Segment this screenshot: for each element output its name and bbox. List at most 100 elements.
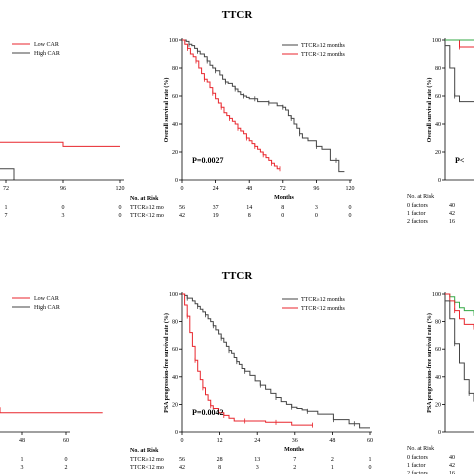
y-tick-label: 60 bbox=[435, 347, 441, 353]
risk-value: 0 bbox=[315, 213, 318, 219]
risk-value: 0 bbox=[62, 205, 65, 211]
x-tick-label: 48 bbox=[246, 186, 252, 192]
risk-value: 42 bbox=[179, 213, 185, 219]
risk-value: 16 bbox=[449, 219, 455, 225]
y-tick-label: 80 bbox=[172, 320, 178, 326]
y-tick-label: 100 bbox=[169, 38, 178, 44]
risk-value: 28 bbox=[217, 457, 223, 463]
risk-row-label: TTCR<12 mo bbox=[130, 465, 164, 471]
y-tick-label: 0 bbox=[175, 178, 178, 184]
y-tick-label: 80 bbox=[172, 66, 178, 72]
risk-value: 37 bbox=[213, 205, 219, 211]
y-tick-label: 40 bbox=[172, 375, 178, 381]
y-tick-label: 0 bbox=[438, 430, 441, 436]
x-tick-label: 24 bbox=[254, 438, 260, 444]
risk-value: 0 bbox=[349, 213, 352, 219]
y-tick-label: 60 bbox=[172, 347, 178, 353]
risk-table-header: No. at Risk bbox=[130, 448, 159, 454]
km-curve-ttcr-under-12 bbox=[182, 39, 280, 170]
risk-value: 19 bbox=[213, 213, 219, 219]
risk-value: 0 bbox=[349, 205, 352, 211]
panel-bottom-left-car: Low CAR High CAR 48 60 1 0 3 2 bbox=[0, 296, 103, 471]
risk-value: 2 bbox=[331, 457, 334, 463]
legend-label: TTCR≥12 months bbox=[301, 297, 345, 303]
y-tick-label: 20 bbox=[172, 402, 178, 408]
km-curve bbox=[445, 293, 474, 328]
legend-label: TTCR<12 months bbox=[301, 306, 346, 312]
y-tick-label: 20 bbox=[435, 150, 441, 156]
y-tick-label: 40 bbox=[435, 375, 441, 381]
x-tick-label: 48 bbox=[19, 438, 25, 444]
x-tick-label: 96 bbox=[313, 186, 319, 192]
x-tick-label: 96 bbox=[60, 186, 66, 192]
risk-value: 8 bbox=[281, 205, 284, 211]
risk-row-label: 1 factor bbox=[407, 462, 426, 469]
x-tick-label: 120 bbox=[346, 186, 355, 192]
legend-label: TTCR≥12 months bbox=[301, 43, 345, 49]
risk-value: 7 bbox=[5, 213, 8, 219]
risk-value: 0 bbox=[65, 457, 68, 463]
x-tick-label: 0 bbox=[181, 186, 184, 192]
y-tick-label: 100 bbox=[432, 38, 441, 44]
legend-label: Low CAR bbox=[34, 42, 59, 48]
risk-value: 3 bbox=[256, 465, 259, 471]
risk-value: 0 bbox=[281, 213, 284, 219]
x-tick-label: 72 bbox=[280, 186, 286, 192]
risk-value: 1 bbox=[331, 465, 334, 471]
p-value: P< bbox=[455, 156, 465, 165]
x-tick-label: 60 bbox=[367, 438, 373, 444]
y-tick-label: 100 bbox=[169, 292, 178, 298]
risk-row-label: TTCR≥12 mo bbox=[130, 205, 164, 211]
risk-value: 13 bbox=[254, 457, 260, 463]
risk-value: 8 bbox=[248, 213, 251, 219]
y-tick-label: 40 bbox=[435, 122, 441, 128]
km-curve bbox=[445, 45, 474, 103]
legend-label: TTCR<12 months bbox=[301, 52, 346, 58]
risk-value: 1 bbox=[21, 457, 24, 463]
x-axis-label: Months bbox=[284, 447, 304, 453]
risk-row-label: 0 factors bbox=[407, 202, 428, 209]
risk-value: 0 bbox=[369, 465, 372, 471]
y-tick-label: 60 bbox=[435, 94, 441, 100]
y-tick-label: 100 bbox=[432, 292, 441, 298]
risk-value: 42 bbox=[449, 463, 455, 469]
risk-value: 42 bbox=[449, 211, 455, 217]
p-value: P=0.0042 bbox=[192, 408, 223, 417]
x-tick-label: 12 bbox=[217, 438, 223, 444]
y-tick-label: 20 bbox=[435, 402, 441, 408]
km-curve-ttcr-under-12 bbox=[182, 293, 313, 426]
y-tick-label: 20 bbox=[172, 150, 178, 156]
x-tick-label: 24 bbox=[213, 186, 219, 192]
x-tick-label: 72 bbox=[3, 186, 9, 192]
y-axis-label: Overall survival rate (%) bbox=[163, 78, 170, 143]
y-tick-label: 80 bbox=[435, 66, 441, 72]
risk-table-header: No. at Risk bbox=[407, 446, 434, 452]
x-tick-label: 36 bbox=[292, 438, 298, 444]
risk-value: 3 bbox=[62, 213, 65, 219]
risk-value: 42 bbox=[179, 465, 185, 471]
x-tick-label: 0 bbox=[181, 438, 184, 444]
risk-value: 16 bbox=[449, 471, 455, 474]
legend-label: Low CAR bbox=[34, 296, 59, 302]
risk-row-label: 2 factors bbox=[407, 470, 428, 474]
risk-table-header: No. at Risk bbox=[407, 194, 434, 200]
km-curve-low-car bbox=[0, 141, 120, 147]
panel-top-right-factors-os: 0 20 40 60 80 100 Overall survival rate (%) P< N… bbox=[407, 38, 474, 225]
risk-row-label: 1 factor bbox=[407, 210, 426, 217]
risk-row-label: 2 factors bbox=[407, 218, 428, 225]
panel-bottom-right-factors-pfs: 0 20 40 60 80 100 PSA progression-free surviva… bbox=[407, 292, 474, 474]
risk-value: 56 bbox=[179, 457, 185, 463]
chart-title: TTCR bbox=[222, 270, 254, 282]
x-tick-label: 60 bbox=[63, 438, 69, 444]
km-curve-low-car bbox=[0, 407, 103, 414]
risk-row-label: 0 factors bbox=[407, 454, 428, 461]
y-tick-label: 0 bbox=[175, 430, 178, 436]
legend-label: High CAR bbox=[34, 51, 60, 57]
panel-top-left-car: Low CAR High CAR 72 96 120 1 0 0 7 3 0 bbox=[0, 42, 125, 219]
risk-value: 0 bbox=[119, 205, 122, 211]
y-axis-label: Overall survival rate (%) bbox=[426, 78, 433, 143]
risk-value: 3 bbox=[21, 465, 24, 471]
risk-row-label: TTCR≥12 mo bbox=[130, 457, 164, 463]
